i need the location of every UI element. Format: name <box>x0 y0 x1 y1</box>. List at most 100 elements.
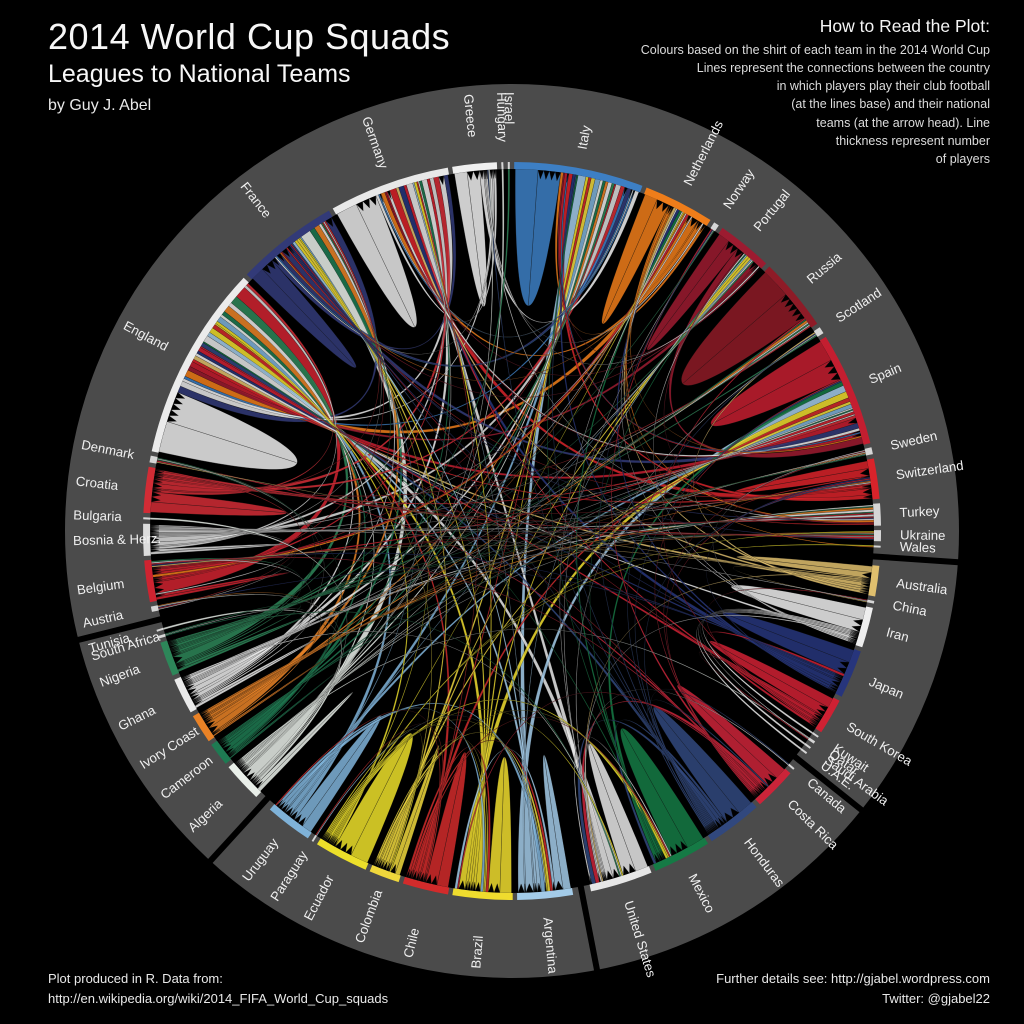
flow-ribbon <box>171 168 511 657</box>
flow-ribbon <box>705 588 868 726</box>
flow-ribbon <box>328 544 874 844</box>
how-to-read-line: of players <box>935 151 990 166</box>
header: 2014 World Cup Squads Leagues to Nationa… <box>48 16 450 115</box>
flow-ribbon <box>168 454 867 647</box>
sector-arc <box>819 336 871 445</box>
flow-ribbon <box>329 531 875 845</box>
flow-ribbon <box>486 169 718 830</box>
flow-ribbon <box>150 491 287 516</box>
sector-arc <box>866 458 880 500</box>
flow-ribbon <box>650 688 790 835</box>
sector-arc <box>316 838 369 870</box>
sector-arc <box>192 712 215 742</box>
sector-arc <box>158 633 166 639</box>
country-label: Brazil <box>468 935 486 969</box>
flow-ribbon <box>547 174 665 860</box>
flow-ribbon <box>395 186 870 590</box>
country-label: Wales <box>899 539 936 556</box>
sector-arc <box>589 866 652 892</box>
flow-ribbon <box>237 259 754 769</box>
sector-arc <box>855 606 873 648</box>
sector-arc <box>815 697 840 733</box>
how-to-read-block: How to Read the Plot: Colours based on t… <box>641 16 990 168</box>
flow-ribbon <box>710 341 841 427</box>
flow-ribbon <box>542 754 572 891</box>
page-subtitle: Leagues to National Teams <box>48 60 351 88</box>
flow-ribbon <box>149 524 292 596</box>
flow-ribbon <box>647 699 770 835</box>
flow-ribbon <box>151 533 875 569</box>
sector-arc <box>800 748 808 755</box>
flow-ribbon <box>663 252 875 524</box>
flow-ribbon <box>734 460 870 493</box>
flow-ribbon <box>573 736 672 885</box>
flow-ribbon <box>254 691 354 792</box>
flow-ribbon <box>234 628 810 765</box>
sector-arc <box>707 801 757 842</box>
flow-ribbon <box>228 672 336 759</box>
sector-arc <box>452 888 513 901</box>
flow-ribbon <box>150 543 287 555</box>
flow-ribbon <box>150 557 303 667</box>
flow-ribbon <box>156 459 342 756</box>
sector-arc <box>332 167 450 215</box>
flow-ribbon <box>170 230 715 653</box>
flow-ribbon <box>456 691 766 890</box>
how-to-read-line: (at the lines base) and their national <box>791 97 990 112</box>
flow-ribbon <box>241 180 452 774</box>
sector-arc <box>246 210 333 280</box>
how-to-read-line: thickness represent number <box>835 133 990 148</box>
flow-ribbon <box>176 617 304 673</box>
sector-arc <box>764 266 818 328</box>
flow-ribbon <box>212 658 326 737</box>
flow-ribbon <box>416 181 478 882</box>
flow-ribbon <box>287 246 875 521</box>
flow-ribbon <box>330 211 685 846</box>
flow-ribbon <box>156 461 871 584</box>
flow-ribbon <box>662 317 819 725</box>
flow-ribbon <box>702 608 860 735</box>
flow-ribbon <box>155 572 290 601</box>
sector-arc <box>156 627 164 632</box>
flow-ribbon <box>158 391 298 470</box>
sector-arc <box>369 864 401 883</box>
flow-ribbon <box>241 169 494 773</box>
flow-ribbon <box>280 251 758 398</box>
flow-ribbon <box>677 684 785 787</box>
country-label: Australia <box>896 575 950 597</box>
flow-ribbon <box>181 630 623 877</box>
flow-ribbon <box>557 172 761 358</box>
flow-ribbon <box>215 320 409 847</box>
sector-arc <box>710 222 719 232</box>
sector-arc <box>211 740 232 764</box>
footer-source-line1: Plot produced in R. Data from: <box>48 971 223 986</box>
country-label: Bosnia & Herz. <box>73 531 161 548</box>
country-label: China <box>891 598 928 619</box>
flow-ribbon <box>218 318 807 745</box>
country-label: Turkey <box>899 503 940 520</box>
flow-ribbon <box>157 568 844 678</box>
flow-ribbon <box>172 296 349 665</box>
flow-ribbon <box>405 746 491 893</box>
sector-arc <box>652 837 709 871</box>
how-to-read-line: teams (at the arrow head). Line <box>816 115 990 130</box>
footer-details-url: Further details see: http://gjabel.wordp… <box>716 971 990 986</box>
flow-ribbon <box>390 744 440 876</box>
flow-ribbon <box>202 341 667 860</box>
flow-ribbon <box>288 245 875 541</box>
flow-ribbon <box>733 475 875 526</box>
flow-ribbon <box>152 183 617 579</box>
flow-ribbon <box>149 527 868 602</box>
sector-arc <box>811 732 819 738</box>
country-label: Belgium <box>76 576 125 597</box>
flow-ribbon <box>646 233 739 351</box>
sector-arc <box>873 503 881 526</box>
flow-ribbon <box>385 190 861 458</box>
flow-ribbon <box>290 243 821 722</box>
flow-ribbon <box>288 244 842 683</box>
flow-ribbon <box>575 333 817 882</box>
flow-ribbon <box>151 512 874 571</box>
